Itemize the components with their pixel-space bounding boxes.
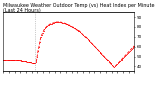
Text: Milwaukee Weather Outdoor Temp (vs) Heat Index per Minute (Last 24 Hours): Milwaukee Weather Outdoor Temp (vs) Heat…	[3, 3, 155, 13]
